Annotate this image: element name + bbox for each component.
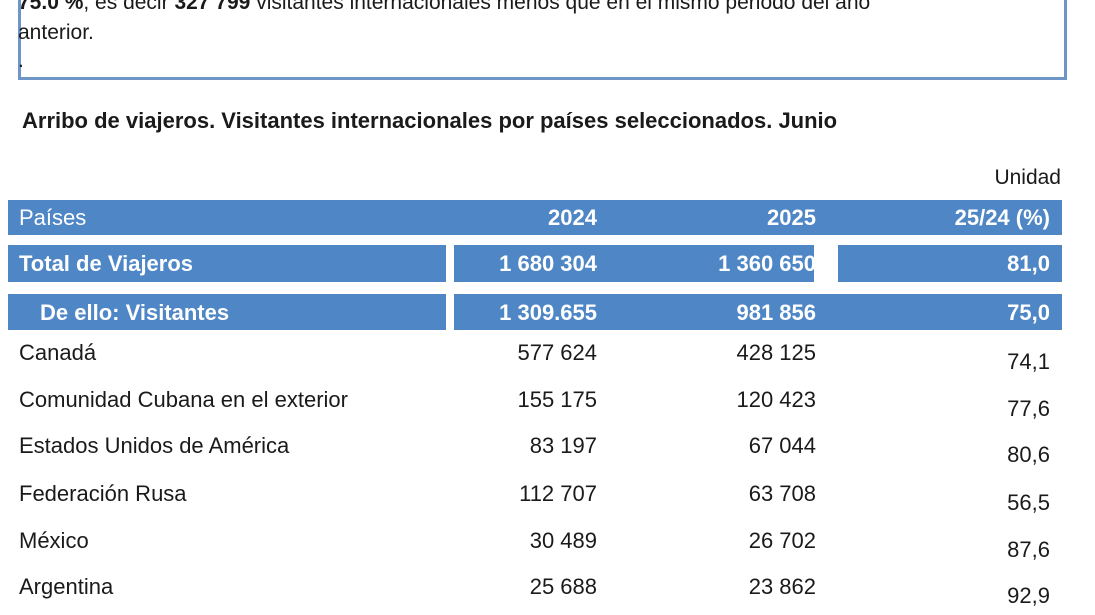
row-2024: 577 624 bbox=[517, 340, 597, 365]
visitantes-row: De ello: Visitantes 1 309.655 981 856 75… bbox=[8, 294, 1062, 330]
row-2024: 112 707 bbox=[519, 481, 597, 506]
header-2025: 2025 bbox=[767, 205, 816, 230]
summary-box bbox=[18, 0, 1067, 80]
visitantes-2024: 1 309.655 bbox=[499, 300, 597, 325]
row-country: Federación Rusa bbox=[19, 481, 187, 506]
header-country: Países bbox=[19, 205, 87, 230]
visitantes-pct: 75,0 bbox=[1007, 300, 1050, 325]
header-pct: 25/24 (%) bbox=[954, 205, 1050, 230]
summary-line-2: anterior. bbox=[18, 21, 94, 44]
row-2024: 83 197 bbox=[529, 433, 597, 458]
row-2025: 120 423 bbox=[736, 387, 816, 412]
summary-line-1: 75.0 %, es decir 327 799 visitantes inte… bbox=[18, 0, 870, 15]
summary-line-3: . bbox=[18, 49, 24, 72]
row-pct: 92,9 bbox=[1007, 583, 1050, 608]
visitantes-2025: 981 856 bbox=[736, 300, 816, 325]
total-row: Total de Viajeros 1 680 304 1 360 650 81… bbox=[8, 245, 1062, 282]
unit-label: Unidad bbox=[994, 166, 1061, 189]
column-gap bbox=[446, 294, 454, 330]
row-pct: 56,5 bbox=[1007, 490, 1050, 515]
row-2025: 26 702 bbox=[748, 528, 816, 553]
row-pct: 77,6 bbox=[1007, 396, 1050, 421]
table-row: Estados Unidos de América 83 197 67 044 … bbox=[8, 427, 1062, 467]
visitantes-label: De ello: Visitantes bbox=[40, 300, 230, 325]
table-row: Canadá 577 624 428 125 74,1 bbox=[8, 334, 1062, 374]
row-country: Comunidad Cubana en el exterior bbox=[19, 387, 348, 412]
row-pct: 87,6 bbox=[1007, 537, 1050, 562]
row-country: Canadá bbox=[19, 340, 97, 365]
summary-percent: 75.0 % bbox=[18, 0, 84, 14]
total-2024: 1 680 304 bbox=[499, 251, 597, 276]
row-country: Argentina bbox=[19, 574, 114, 599]
table-row: Comunidad Cubana en el exterior 155 175 … bbox=[8, 381, 1062, 421]
row-2025: 23 862 bbox=[748, 574, 816, 599]
table-title: Arribo de viajeros. Visitantes internaci… bbox=[22, 108, 838, 133]
row-2025: 428 125 bbox=[736, 340, 816, 365]
summary-text: visitantes internacionales menos que en … bbox=[250, 0, 871, 14]
header-2024: 2024 bbox=[548, 205, 597, 230]
row-2024: 30 489 bbox=[529, 528, 597, 553]
table-row: México 30 489 26 702 87,6 bbox=[8, 522, 1062, 562]
row-pct: 74,1 bbox=[1007, 349, 1050, 374]
table-row: Federación Rusa 112 707 63 708 56,5 bbox=[8, 475, 1062, 515]
total-label: Total de Viajeros bbox=[19, 251, 194, 276]
total-pct: 81,0 bbox=[1007, 251, 1050, 276]
row-2024: 155 175 bbox=[517, 387, 597, 412]
row-country: México bbox=[19, 528, 89, 553]
column-gap bbox=[814, 245, 838, 282]
summary-visitor-difference: 327 799 bbox=[174, 0, 251, 14]
row-2024: 25 688 bbox=[529, 574, 597, 599]
row-2025: 67 044 bbox=[748, 433, 816, 458]
row-pct: 80,6 bbox=[1007, 442, 1050, 467]
table-header: Países 2024 2025 25/24 (%) bbox=[8, 200, 1062, 235]
row-2025: 63 708 bbox=[748, 481, 816, 506]
summary-connector: , es decir bbox=[83, 0, 175, 14]
table-row: Argentina 25 688 23 862 92,9 bbox=[8, 568, 1062, 608]
row-country: Estados Unidos de América bbox=[19, 433, 290, 458]
total-2025: 1 360 650 bbox=[718, 251, 816, 276]
column-gap bbox=[446, 245, 454, 282]
